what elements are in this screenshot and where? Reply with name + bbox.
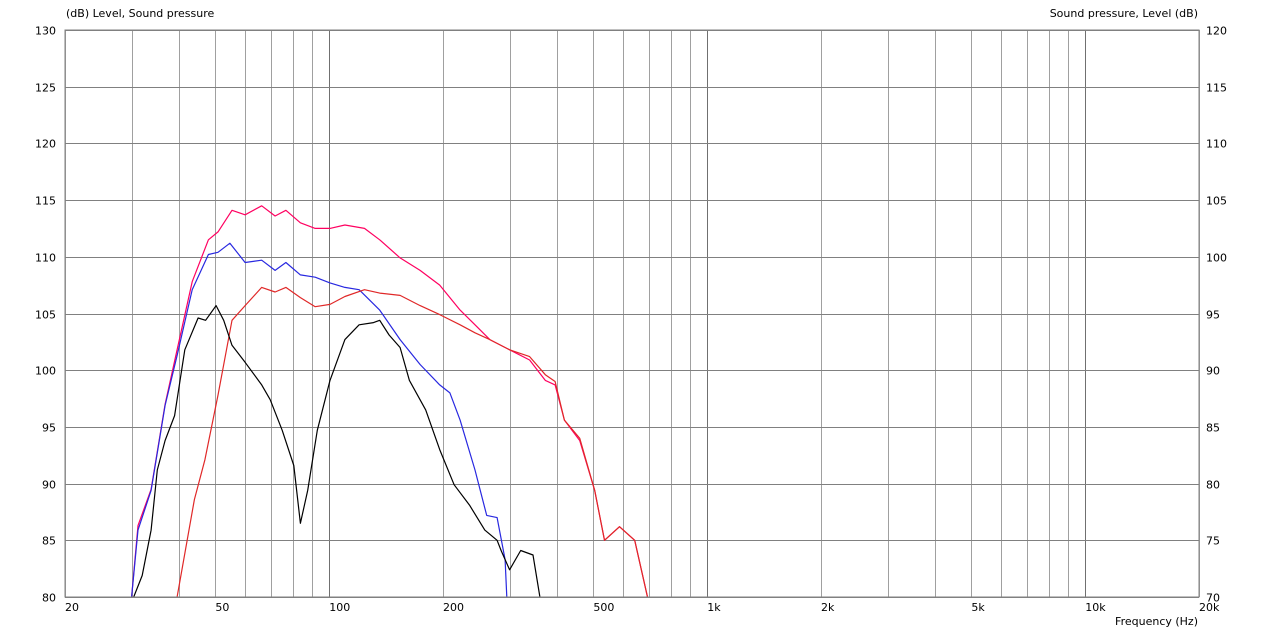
x-tick-label: 5k bbox=[971, 601, 985, 614]
y-tick-label-left: 110 bbox=[35, 252, 56, 265]
series-line-4 bbox=[133, 305, 541, 597]
x-tick-label: 2k bbox=[821, 601, 835, 614]
x-tick-label: 1k bbox=[707, 601, 721, 614]
y-tick-label-left: 95 bbox=[42, 422, 56, 435]
y-tick-label-right: 95 bbox=[1206, 309, 1220, 322]
grid bbox=[65, 30, 1200, 598]
series-line-1 bbox=[131, 205, 649, 597]
plot-frame bbox=[64, 29, 1200, 598]
y-tick-label-right: 75 bbox=[1206, 535, 1220, 548]
x-tick-label: 20 bbox=[65, 601, 79, 614]
y-tick-label-left: 125 bbox=[35, 82, 56, 95]
y-tick-label-right: 105 bbox=[1206, 195, 1227, 208]
series-line-2 bbox=[131, 242, 508, 597]
y-tick-label-right: 80 bbox=[1206, 479, 1220, 492]
y-tick-label-left: 120 bbox=[35, 138, 56, 151]
y-tick-label-right: 70 bbox=[1206, 592, 1220, 605]
x-tick-label: 50 bbox=[215, 601, 229, 614]
y-tick-label-left: 90 bbox=[42, 479, 56, 492]
tick-labels: 80 70 85 75 90 80 95 85 100 90 105 95 110 100 115 105 12… bbox=[35, 25, 1227, 615]
y-tick-label-right: 85 bbox=[1206, 422, 1220, 435]
y-axis-label-right: Sound pressure, Level (dB) bbox=[1050, 7, 1198, 20]
y-tick-label-left: 100 bbox=[35, 365, 56, 378]
x-tick-label: 20k bbox=[1199, 601, 1220, 614]
x-axis-label: Frequency (Hz) bbox=[1115, 615, 1198, 628]
y-tick-label-left: 80 bbox=[42, 592, 56, 605]
y-tick-label-right: 100 bbox=[1206, 252, 1227, 265]
x-tick-label: 500 bbox=[593, 601, 614, 614]
x-tick-label: 100 bbox=[329, 601, 350, 614]
series-line-3 bbox=[176, 286, 649, 597]
y-tick-label-left: 115 bbox=[35, 195, 56, 208]
y-tick-label-right: 120 bbox=[1206, 25, 1227, 38]
y-axis-label-left: (dB) Level, Sound pressure bbox=[66, 7, 215, 20]
y-tick-label-right: 90 bbox=[1206, 365, 1220, 378]
y-tick-label-left: 85 bbox=[42, 535, 56, 548]
x-tick-label: 10k bbox=[1085, 601, 1106, 614]
y-tick-label-right: 110 bbox=[1206, 138, 1227, 151]
series-group bbox=[131, 205, 649, 597]
y-tick-label-right: 115 bbox=[1206, 82, 1227, 95]
y-tick-label-left: 105 bbox=[35, 309, 56, 322]
y-tick-label-left: 130 bbox=[35, 25, 56, 38]
x-tick-label: 200 bbox=[443, 601, 464, 614]
